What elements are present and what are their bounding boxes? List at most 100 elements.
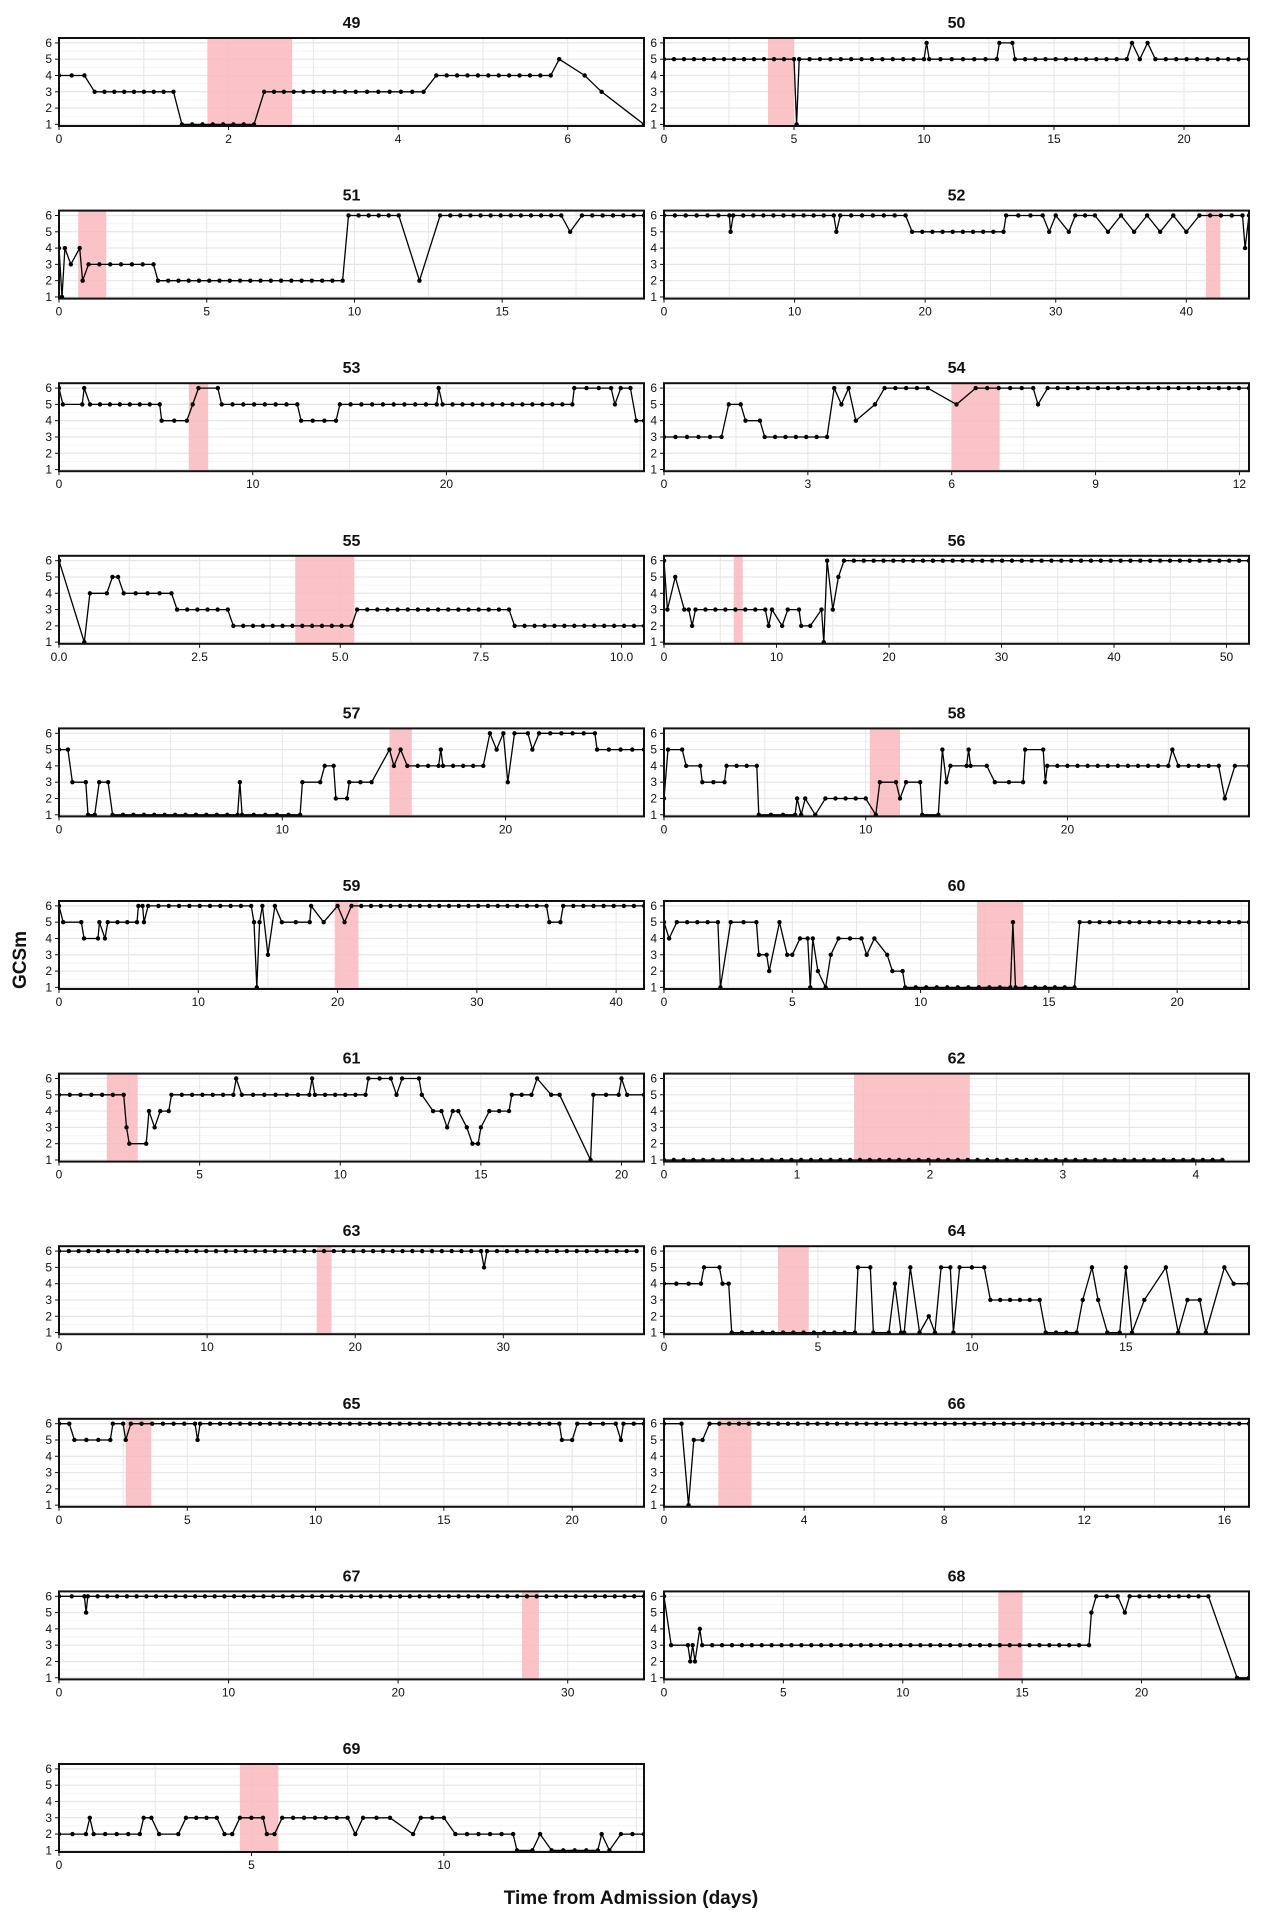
- data-point: [665, 607, 670, 612]
- x-tick-label: 3: [1060, 1168, 1067, 1182]
- data-point: [332, 89, 337, 94]
- data-point: [819, 607, 824, 612]
- data-point: [407, 1594, 413, 1599]
- data-point: [781, 213, 786, 218]
- data-point: [630, 747, 635, 752]
- data-point: [666, 936, 672, 941]
- data-point: [344, 796, 350, 801]
- data-point: [171, 1421, 176, 1426]
- data-point: [397, 1421, 402, 1426]
- data-point: [791, 56, 797, 62]
- data-point: [262, 1248, 268, 1254]
- y-tick-label: 6: [45, 726, 52, 740]
- data-point: [557, 56, 562, 62]
- data-point: [727, 213, 732, 218]
- data-point: [914, 385, 920, 391]
- data-point: [924, 40, 929, 46]
- data-point: [682, 607, 687, 612]
- data-point: [250, 623, 256, 629]
- data-point: [405, 763, 410, 769]
- data-point: [176, 903, 182, 909]
- data-point: [881, 558, 886, 563]
- data-point: [1218, 213, 1224, 218]
- data-point: [1077, 919, 1082, 925]
- data-point: [736, 1421, 742, 1426]
- data-point: [581, 731, 586, 736]
- data-point: [470, 402, 475, 407]
- data-point: [1186, 385, 1191, 391]
- data-point: [301, 1815, 307, 1820]
- panel-border: [58, 554, 645, 645]
- data-point: [1136, 385, 1141, 391]
- data-point: [544, 1594, 549, 1599]
- data-point: [153, 1594, 159, 1599]
- data-point: [86, 262, 91, 267]
- data-point: [828, 56, 833, 62]
- data-point: [460, 402, 465, 407]
- x-tick-label: 10: [246, 477, 260, 491]
- data-point: [524, 1248, 530, 1254]
- y-tick-label: 2: [45, 1309, 52, 1323]
- data-point: [159, 418, 164, 423]
- x-tick-label: 0: [661, 650, 668, 664]
- data-point: [102, 89, 107, 94]
- y-tick-label: 2: [45, 791, 52, 805]
- data-point: [417, 278, 422, 283]
- x-tick-label: 5.0: [332, 650, 349, 664]
- data-point: [789, 1642, 794, 1648]
- data-point: [318, 779, 323, 785]
- x-tick-label: 0: [56, 1685, 63, 1699]
- data-point: [1078, 558, 1084, 563]
- data-point: [590, 213, 595, 218]
- panel-border: [663, 554, 1250, 645]
- series-line: [664, 560, 1249, 643]
- data-point: [368, 1594, 373, 1599]
- data-point: [1047, 1642, 1052, 1648]
- data-point: [370, 1248, 376, 1254]
- data-point: [176, 278, 181, 283]
- data-point: [243, 1248, 248, 1254]
- data-point: [190, 402, 195, 407]
- data-point: [267, 1421, 273, 1426]
- data-point: [836, 574, 841, 580]
- y-tick-label: 3: [45, 85, 52, 99]
- data-point: [1158, 1421, 1163, 1426]
- data-point: [476, 607, 481, 612]
- data-point: [331, 1248, 337, 1254]
- data-point: [991, 1421, 997, 1426]
- x-tick-label: 10: [276, 822, 290, 836]
- data-point: [81, 385, 87, 391]
- y-tick-label: 3: [45, 948, 52, 962]
- data-point: [1124, 56, 1130, 62]
- data-point: [528, 213, 534, 218]
- data-point: [85, 1594, 91, 1599]
- data-point: [434, 402, 439, 407]
- data-point: [570, 402, 575, 407]
- data-point: [574, 1248, 579, 1254]
- data-point: [592, 623, 597, 629]
- data-point: [272, 903, 278, 909]
- data-point: [544, 903, 549, 909]
- data-point: [1011, 1421, 1016, 1426]
- data-point: [87, 402, 93, 407]
- data-point: [591, 903, 596, 909]
- data-point: [554, 1248, 560, 1254]
- data-point: [299, 278, 304, 283]
- y-axis-label-container: GCSm: [10, 931, 31, 989]
- data-point: [114, 1831, 119, 1837]
- data-point: [805, 936, 810, 941]
- data-point: [1148, 1421, 1154, 1426]
- facet-title: 69: [343, 1741, 361, 1758]
- data-point: [1229, 213, 1234, 218]
- data-point: [248, 278, 253, 283]
- data-point: [819, 1642, 824, 1648]
- data-point: [1236, 385, 1242, 391]
- data-point: [1135, 763, 1141, 769]
- data-point: [510, 402, 515, 407]
- data-point: [405, 607, 410, 612]
- data-point: [761, 213, 766, 218]
- data-point: [863, 796, 868, 801]
- data-point: [674, 919, 680, 925]
- x-tick-label: 0: [56, 1340, 63, 1354]
- y-tick-label: 2: [45, 1137, 52, 1151]
